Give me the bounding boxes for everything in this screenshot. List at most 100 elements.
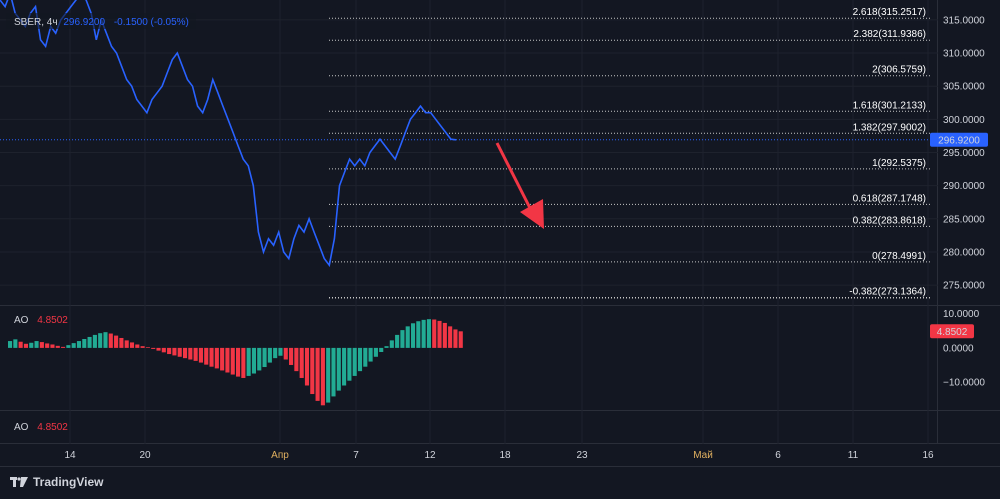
- current-price-value: 296.9200: [938, 135, 980, 146]
- fib-level-label: 2(306.5759): [872, 65, 926, 76]
- ao-collapsed-pane[interactable]: [0, 411, 938, 444]
- ao-bar: [257, 347, 262, 371]
- ao-tick-label: 10.0000: [943, 309, 980, 320]
- ao-bar: [283, 347, 288, 360]
- ao-bar: [55, 345, 60, 348]
- ao-legend-name: AO: [14, 315, 29, 326]
- ao-bar: [87, 336, 92, 348]
- ao-bar: [379, 347, 384, 352]
- ao-bar: [103, 332, 108, 348]
- time-tick-label: 7: [353, 450, 359, 461]
- price-change: -0.1500 (-0.05%): [114, 17, 189, 28]
- ao-bar: [50, 344, 55, 348]
- time-tick-label: 12: [424, 450, 436, 461]
- ao-bar: [336, 347, 341, 391]
- ao-bar: [39, 342, 44, 348]
- ao-histogram[interactable]: [8, 319, 463, 406]
- ao-bar: [432, 319, 437, 348]
- price-tick-label: 285.0000: [943, 214, 985, 225]
- time-tick-label: 20: [139, 450, 151, 461]
- ao-tick-label: −10.0000: [943, 378, 985, 389]
- ao-bar: [135, 344, 140, 348]
- ao-legend-value: 4.8502: [37, 315, 68, 326]
- price-tick-label: 305.0000: [943, 82, 985, 93]
- price-tick-label: 280.0000: [943, 247, 985, 258]
- tradingview-logo[interactable]: TradingView: [10, 475, 103, 489]
- ao-bar: [204, 347, 209, 365]
- price-axis[interactable]: [938, 0, 1000, 444]
- ao-bar: [129, 342, 135, 348]
- ao-bar: [368, 347, 373, 362]
- time-tick-label: 14: [64, 450, 76, 461]
- ao-bar: [182, 347, 188, 359]
- ao-bar: [405, 326, 410, 348]
- ao-bar: [453, 329, 458, 348]
- price-tick-label: 290.0000: [943, 181, 985, 192]
- ao-pane[interactable]: [0, 306, 938, 410]
- ao-bar: [225, 347, 230, 373]
- ao-bar: [145, 347, 150, 348]
- fibonacci-extension[interactable]: 2.618(315.2517) 2.382(311.9386) 2(306.5759…: [329, 7, 932, 299]
- ao-bar: [98, 333, 103, 348]
- ao-bar: [289, 347, 294, 365]
- ao-bar: [251, 347, 257, 374]
- ao-bar: [220, 347, 225, 371]
- ao-bar: [209, 347, 214, 367]
- fib-level-label: 2.618(315.2517): [853, 7, 926, 18]
- ao-bar: [326, 347, 331, 403]
- tradingview-mark-icon: [10, 476, 28, 488]
- ao-bar: [13, 339, 18, 348]
- ao-bar: [352, 347, 357, 376]
- time-tick-label: Апр: [271, 450, 289, 461]
- fib-level-label: 1.382(297.9002): [853, 122, 926, 133]
- ao-bar: [442, 322, 447, 348]
- fib-level-label: -0.382(273.1364): [849, 286, 926, 297]
- ao-bar: [61, 346, 66, 348]
- price-line[interactable]: [0, 0, 457, 268]
- fib-level-label: 0.382(283.8618): [853, 215, 926, 226]
- ao-bar: [395, 334, 400, 348]
- ao-bar: [437, 320, 442, 348]
- ao-bar: [448, 326, 453, 348]
- ao-bar: [92, 334, 97, 348]
- price-series[interactable]: [0, 0, 457, 268]
- ao-bar: [230, 347, 235, 375]
- ao-bar: [294, 347, 299, 372]
- ao-bar: [262, 347, 267, 368]
- ao-bar: [214, 347, 219, 369]
- down-arrow-drawing[interactable]: [495, 142, 544, 229]
- ao-bar: [23, 343, 29, 348]
- ao-bar: [177, 347, 182, 357]
- ao-bar: [236, 347, 241, 377]
- time-tick-label: Май: [693, 450, 713, 461]
- ao-bar: [82, 339, 87, 348]
- ao-bar: [331, 347, 336, 397]
- ao-bar: [315, 347, 320, 401]
- ao-bar: [299, 347, 304, 378]
- ao-bar: [161, 347, 166, 353]
- time-tick-label: 11: [848, 450, 859, 461]
- ao-bar: [426, 319, 431, 348]
- ao-bar: [246, 347, 251, 376]
- ao-bar: [71, 343, 76, 348]
- ao-legend-collapsed[interactable]: AO 4.8502: [14, 422, 68, 433]
- ao-bar: [188, 347, 193, 360]
- ao-bar: [458, 331, 463, 348]
- ao-bar: [34, 341, 39, 348]
- ao-bar: [357, 347, 363, 372]
- ao-bar: [18, 341, 23, 348]
- time-axis[interactable]: [0, 444, 1000, 466]
- time-tick-label: 6: [775, 450, 781, 461]
- price-tick-label: 295.0000: [943, 148, 985, 159]
- current-price-tag: 296.9200: [930, 132, 988, 147]
- time-axis-labels: 14 20 Апр 7 12 18 23 Май 6 11 16: [64, 450, 934, 461]
- ao-bar: [342, 347, 347, 386]
- ao-bar: [140, 346, 145, 348]
- header-legend[interactable]: SBER, 4ч 296.9200 -0.1500 (-0.05%): [14, 17, 189, 28]
- ao-legend2-value: 4.8502: [37, 422, 68, 433]
- time-tick-label: 23: [576, 450, 588, 461]
- ao-legend[interactable]: AO 4.8502: [14, 315, 68, 326]
- fib-level-label: 1.618(301.2133): [853, 100, 926, 111]
- price-tick-label: 300.0000: [943, 115, 985, 126]
